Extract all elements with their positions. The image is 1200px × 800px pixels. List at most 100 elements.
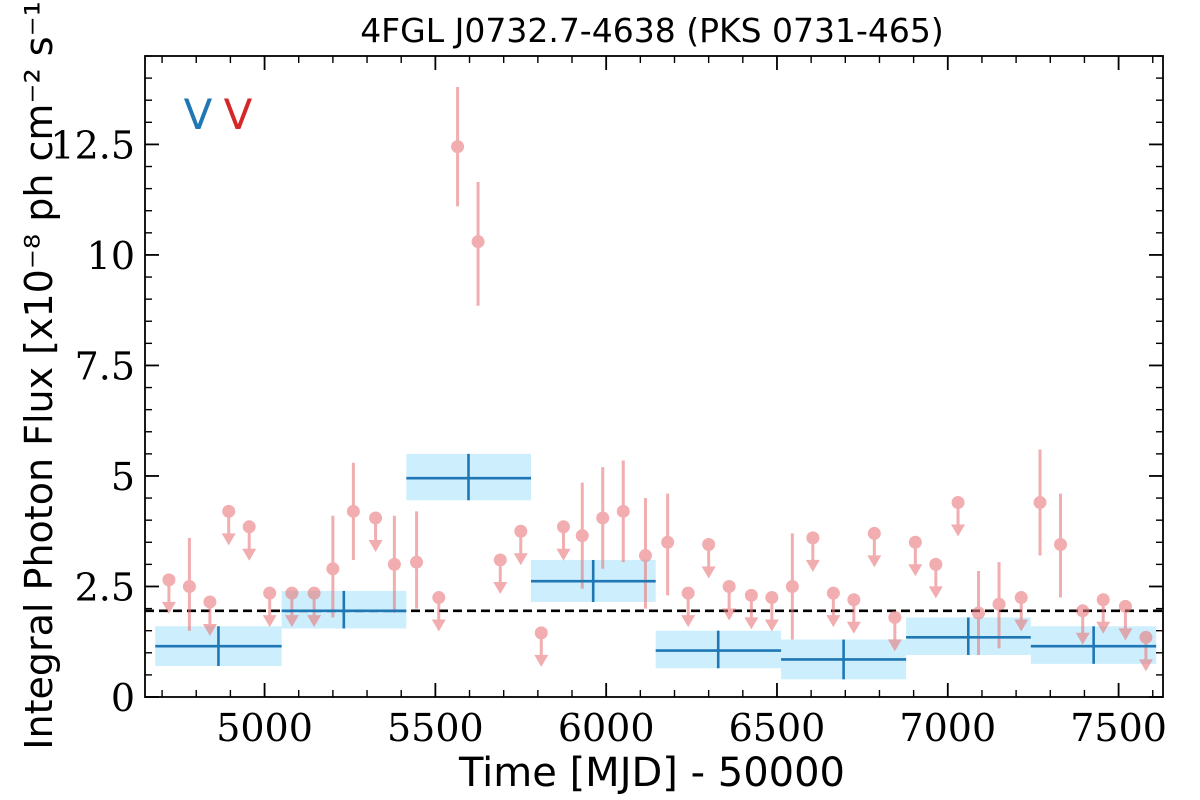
y-tick-label: 12.5: [50, 123, 135, 167]
upper-limit-point: [284, 586, 299, 628]
detection-point: [785, 533, 799, 640]
upper-limit-point: [493, 553, 508, 594]
detection-marker: [1054, 537, 1068, 551]
upper-limit-marker: [1118, 599, 1132, 613]
detection-point: [972, 571, 986, 656]
detection-point: [326, 515, 340, 618]
upper-limit-point: [513, 524, 528, 566]
detection-point: [346, 462, 360, 560]
upper-limit-arrow: [1118, 628, 1133, 641]
upper-limit-arrow: [1075, 632, 1090, 645]
upper-limit-point: [307, 586, 322, 628]
chart-title: 4FGL J0732.7-4638 (PKS 0731-465): [360, 11, 944, 50]
upper-limit-point: [951, 495, 966, 537]
block-mark: [781, 639, 907, 680]
upper-limit-arrow: [805, 559, 820, 572]
upper-limit-point: [221, 504, 236, 546]
block-mark: [655, 630, 782, 669]
upper-limit-point: [1118, 599, 1133, 641]
axes: 5000 5500 6000 6500 7000 7500 0 2.5 5 7.5 10 12.5: [50, 55, 1167, 750]
upper-limit-point: [1075, 604, 1090, 645]
detection-marker: [575, 529, 589, 543]
upper-limit-marker: [534, 626, 548, 640]
upper-limit-point: [681, 586, 696, 628]
upper-limit-marker: [951, 495, 965, 509]
detection-marker: [661, 535, 675, 549]
x-tick-label: 6000: [558, 706, 655, 750]
upper-limit-arrow: [1138, 659, 1153, 672]
upper-limit-arrow: [493, 581, 508, 594]
detection-marker: [785, 579, 799, 593]
detection-point: [616, 460, 630, 563]
block-mark: [906, 617, 1031, 656]
upper-limit-marker: [1076, 604, 1090, 618]
upper-limit-marker: [242, 520, 256, 534]
detection-marker: [992, 597, 1006, 611]
upper-limit-arrow: [722, 608, 737, 621]
upper-limit-marker: [702, 537, 716, 551]
upper-limit-marker: [203, 595, 217, 609]
upper-limit-point: [826, 586, 841, 628]
x-tick-label: 6500: [729, 706, 826, 750]
detection-point: [182, 537, 196, 631]
block-mark: [406, 453, 532, 501]
upper-limit-arrow: [887, 639, 902, 652]
upper-limit-arrow: [744, 617, 759, 630]
upper-limit-point: [431, 591, 446, 632]
upper-limit-marker: [867, 526, 881, 540]
detection-point: [661, 493, 675, 596]
upper-limit-point: [744, 588, 759, 630]
upper-limit-marker: [847, 593, 861, 607]
upper-limit-arrow: [202, 623, 217, 636]
x-tick-label: 5500: [387, 706, 484, 750]
upper-limit-marker: [263, 586, 277, 600]
upper-limit-marker: [1096, 593, 1110, 607]
detection-marker: [326, 562, 340, 576]
upper-limit-arrow: [928, 586, 943, 599]
upper-limit-marker: [929, 557, 943, 571]
x-tick-label: 5000: [216, 706, 313, 750]
detection-marker: [410, 555, 424, 569]
upper-limit-arrow: [368, 539, 383, 552]
detection-marker: [1033, 495, 1047, 509]
upper-limit-marker: [908, 535, 922, 549]
upper-limit-point: [1096, 593, 1111, 634]
y-tick-label: 7.5: [75, 344, 135, 388]
upper-limit-arrow: [431, 619, 446, 632]
upper-limit-arrow: [161, 601, 176, 614]
plot-area: [145, 86, 1163, 680]
upper-limit-arrow: [826, 615, 841, 628]
upper-limit-point: [867, 526, 882, 568]
upper-limit-marker: [826, 586, 840, 600]
upper-limit-arrow: [513, 553, 528, 566]
upper-limit-arrow: [221, 533, 236, 546]
upper-limit-point: [701, 537, 716, 579]
upper-limit-marker: [514, 524, 528, 538]
detection-marker: [346, 504, 360, 518]
upper-limit-marker: [681, 586, 695, 600]
upper-limit-marker: [556, 520, 570, 534]
y-axis-label: Integral Photon Flux [x10⁻⁸ ph cm⁻² s⁻¹]: [17, 0, 61, 750]
upper-limit-arrow: [1014, 619, 1029, 632]
upper-limit-arrow: [908, 564, 923, 577]
upper-limit-point: [805, 531, 820, 572]
y-tick-label: 2.5: [75, 565, 135, 609]
block-mark: [531, 559, 656, 602]
upper-limit-point: [262, 586, 277, 628]
upper-limit-arrow: [701, 566, 716, 579]
upper-limit-point: [846, 593, 861, 634]
upper-limit-arrow: [534, 654, 549, 667]
upper-limit-arrow: [681, 615, 696, 628]
block-mark: [281, 590, 407, 629]
upper-limit-point: [534, 626, 549, 667]
upper-limit-arrow: [1096, 621, 1111, 634]
detection-marker: [182, 579, 196, 593]
upper-limit-point: [161, 573, 176, 614]
upper-limit-marker: [493, 553, 507, 567]
detection-point: [575, 482, 589, 589]
upper-limit-point: [368, 511, 383, 552]
y-tick-label: 10: [87, 234, 135, 278]
x-axis-label: Time [MJD] - 50000: [458, 750, 845, 796]
upper-limit-point: [242, 520, 257, 561]
